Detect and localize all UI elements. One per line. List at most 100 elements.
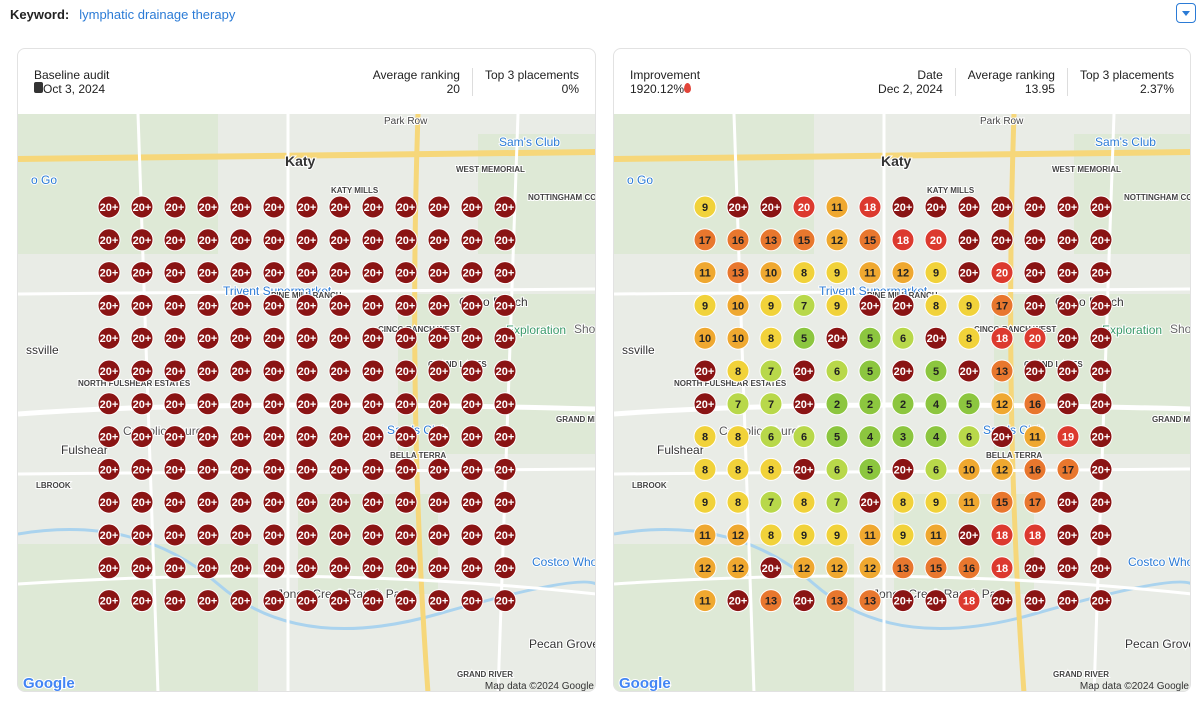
rank-pin: 20+ [97,261,121,285]
rank-label: 20+ [1092,596,1111,608]
rank-label: 20+ [1092,235,1111,247]
rank-label: 20+ [298,202,317,214]
rank-pin: 12 [858,556,882,580]
rank-circle [825,195,849,219]
rank-circle [990,523,1014,547]
rank-label: 12 [699,563,711,575]
rank-label: 17 [1062,464,1074,476]
rank-circle [493,490,517,514]
rank-circle [924,556,948,580]
rank-circle [858,556,882,580]
rank-label: 5 [933,366,939,378]
map-label: Shootin [574,322,596,336]
rank-label: 20+ [166,268,185,280]
rank-pin: 20+ [130,457,154,481]
rank-circle [130,326,154,350]
rank-label: 20+ [1092,399,1111,411]
rank-label: 20+ [298,596,317,608]
stat-value: Oct 3, 2024 [34,81,349,96]
rank-label: 18 [1029,530,1041,542]
rank-pin: 20+ [493,425,517,449]
rank-pin: 20+ [130,261,154,285]
rank-label: 20+ [430,333,449,345]
rank-circle [262,293,286,317]
rank-label: 20+ [331,235,350,247]
rank-pin: 20+ [328,228,352,252]
rank-label: 20+ [430,464,449,476]
rank-pin: 20+ [1089,490,1113,514]
rank-circle [196,490,220,514]
rank-pin: 20+ [229,457,253,481]
rank-label: 20+ [100,268,119,280]
stat-text: 1920.12% [630,81,685,96]
rank-circle [130,392,154,416]
rank-pin: 20+ [891,589,915,613]
rank-pin: 2 [858,392,882,416]
rank-label: 20+ [298,563,317,575]
map-label: Fulshear [657,443,704,457]
rank-circle [1056,589,1080,613]
rank-label: 20+ [298,399,317,411]
rank-label: 17 [699,235,711,247]
rank-label: 20+ [463,235,482,247]
rank-circle [493,523,517,547]
rank-label: 20+ [265,497,284,509]
rank-circle [693,261,717,285]
rank-circle [196,261,220,285]
rank-pin: 10 [726,293,750,317]
rank-label: 20+ [960,202,979,214]
rank-circle [825,556,849,580]
map-label: Sam's Club [1095,135,1156,149]
rank-label: 4 [933,432,940,444]
rank-circle [163,392,187,416]
rank-circle [328,556,352,580]
stat-value: 0% [485,82,579,96]
rank-label: 10 [699,333,711,345]
rank-label: 20+ [232,563,251,575]
rank-pin: 20+ [792,457,816,481]
rank-pin: 20+ [394,490,418,514]
stat-text: Oct 3, 2024 [43,81,106,96]
rank-circle [427,359,451,383]
rank-label: 20+ [232,596,251,608]
rank-pin: 20+ [361,293,385,317]
rank-label: 12 [732,563,744,575]
rank-pin: 8 [759,326,783,350]
rank-pin: 20+ [163,228,187,252]
rank-label: 20+ [331,530,350,542]
rank-label: 20 [798,202,810,214]
dropdown-button[interactable] [1176,3,1196,23]
rank-circle [924,293,948,317]
rank-pin: 19 [1056,425,1080,449]
rank-label: 20+ [133,399,152,411]
rank-pin: 20+ [493,195,517,219]
rank-circle [792,392,816,416]
rank-circle [891,490,915,514]
rank-circle [460,359,484,383]
rank-label: 20+ [993,202,1012,214]
rank-label: 20+ [364,268,383,280]
rank-circle [196,359,220,383]
rank-pin: 6 [759,425,783,449]
rank-circle [163,556,187,580]
rank-circle [1056,228,1080,252]
rank-label: 13 [864,596,876,608]
rank-circle [97,359,121,383]
rank-label: 12 [831,235,843,247]
map-attribution: Map data ©2024 Google [485,681,595,692]
rank-label: 20+ [397,497,416,509]
rank-pin: 20+ [196,228,220,252]
rank-pin: 20+ [858,490,882,514]
rank-pin: 20+ [759,556,783,580]
rank-circle [295,392,319,416]
rank-label: 20+ [166,333,185,345]
rank-circle [990,326,1014,350]
rank-circle [229,490,253,514]
rank-circle [97,523,121,547]
rank-circle [97,293,121,317]
rank-circle [460,425,484,449]
rank-circle [858,425,882,449]
rank-circle [196,457,220,481]
rank-label: 11 [699,530,711,542]
rank-circle [262,523,286,547]
